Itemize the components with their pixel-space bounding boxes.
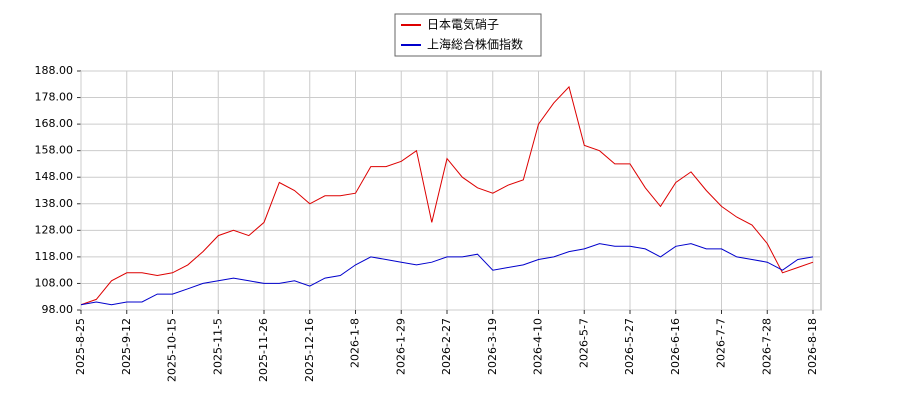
y-tick-label: 168.00 — [35, 117, 74, 130]
x-tick-label: 2026-2-27 — [440, 318, 453, 375]
x-tick-label: 2026-3-19 — [486, 318, 499, 375]
y-tick-label: 98.00 — [42, 303, 74, 316]
x-tick-label: 2026-1-8 — [349, 318, 362, 368]
plot-area — [80, 70, 822, 311]
x-tick-label: 2026-6-16 — [669, 318, 682, 375]
x-tick-label: 2026-1-29 — [394, 318, 407, 375]
x-tick-label: 2025-11-5 — [211, 318, 224, 375]
x-tick-label: 2026-7-28 — [760, 318, 773, 375]
series-line — [80, 243, 814, 306]
x-tick-label: 2025-9-12 — [120, 318, 133, 375]
x-tick-label: 2025-11-26 — [257, 318, 270, 382]
x-tick-label: 2026-5-7 — [577, 318, 590, 368]
x-tick-label: 2025-12-16 — [303, 318, 316, 382]
series-line — [80, 85, 814, 306]
x-tick-label: 2026-5-27 — [623, 318, 636, 375]
y-tick-label: 178.00 — [35, 91, 74, 104]
x-tick-label: 2026-7-7 — [715, 318, 728, 368]
legend-box — [394, 13, 542, 57]
y-tick-label: 128.00 — [35, 223, 74, 236]
x-tick-label: 2026-4-10 — [532, 318, 545, 375]
legend-label: 上海総合株価指数 — [427, 37, 523, 52]
x-tick-label: 2025-8-25 — [74, 318, 87, 375]
y-tick-label: 138.00 — [35, 197, 74, 210]
y-tick-label: 148.00 — [35, 170, 74, 183]
y-tick-label: 158.00 — [35, 144, 74, 157]
y-tick-label: 188.00 — [35, 64, 74, 77]
x-tick-label: 2025-10-15 — [166, 318, 179, 382]
y-tick-label: 108.00 — [35, 276, 74, 289]
x-tick-label: 2026-8-18 — [806, 318, 819, 375]
y-tick-label: 118.00 — [35, 250, 74, 263]
legend-label: 日本電気硝子 — [427, 17, 499, 32]
